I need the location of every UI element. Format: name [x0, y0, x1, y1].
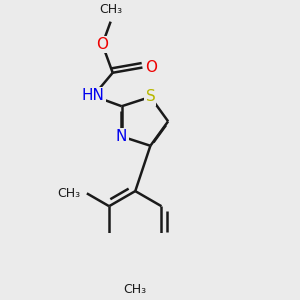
Text: HN: HN: [82, 88, 105, 104]
Text: CH₃: CH₃: [58, 187, 81, 200]
Text: N: N: [116, 129, 128, 144]
Text: O: O: [146, 60, 158, 75]
Text: CH₃: CH₃: [124, 283, 147, 296]
Text: CH₃: CH₃: [99, 3, 122, 16]
Text: O: O: [96, 37, 108, 52]
Text: S: S: [146, 89, 155, 104]
